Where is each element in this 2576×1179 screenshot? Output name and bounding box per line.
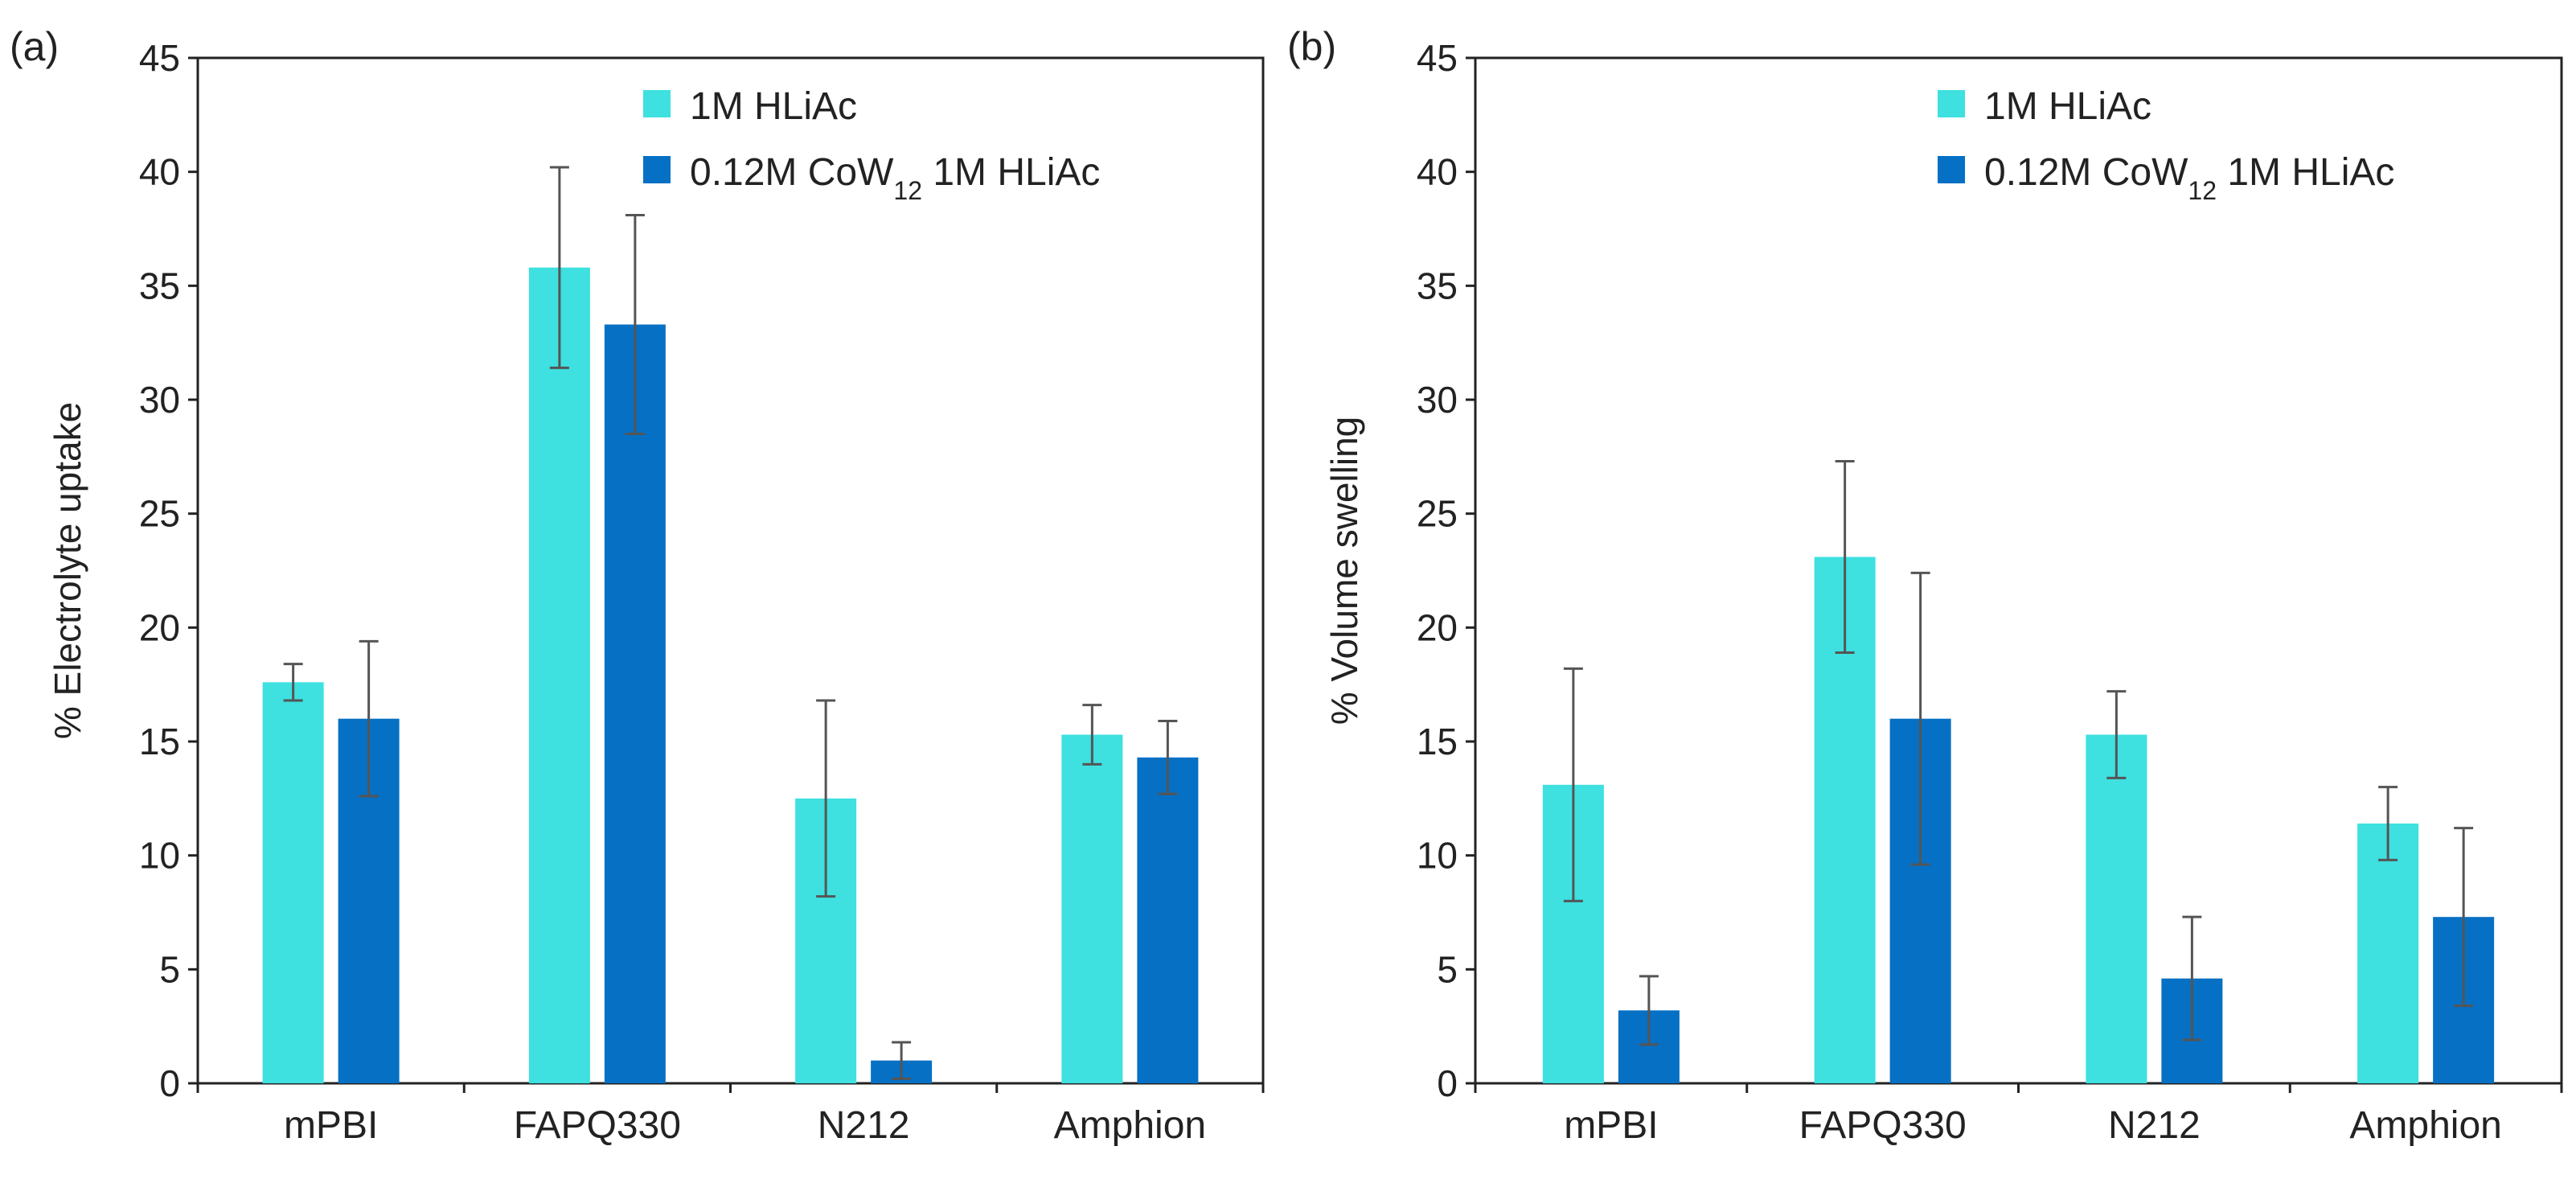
- legend-label-part: 0.12M CoW: [690, 151, 894, 194]
- legend-swatch: [1938, 90, 1965, 117]
- y-tick-label: 0: [1437, 1062, 1458, 1104]
- legend-swatch: [643, 156, 671, 183]
- y-tick-label: 15: [139, 721, 180, 762]
- legend-label: 0.12M CoW12 1M HLiAc: [1984, 151, 2394, 205]
- y-tick-label: 15: [1417, 721, 1458, 762]
- legend-label: 0.12M CoW12 1M HLiAc: [690, 151, 1100, 205]
- y-tick-label: 30: [1417, 379, 1458, 421]
- bar-hliac-amphion: [1061, 734, 1123, 1083]
- legend-swatch: [1938, 156, 1965, 183]
- bar-hliac-fapq330: [528, 267, 590, 1084]
- y-tick-label: 0: [159, 1062, 180, 1104]
- y-tick-label: 20: [1417, 606, 1458, 648]
- y-tick-label: 35: [139, 265, 180, 306]
- y-tick-label: 35: [1417, 265, 1458, 306]
- x-tick-label: mPBI: [284, 1104, 378, 1147]
- legend-label-part: 12: [893, 176, 922, 205]
- y-tick-label: 10: [1417, 835, 1458, 877]
- y-axis-label: % Volume swelling: [1323, 417, 1365, 725]
- bar-cow12-fapq330: [604, 324, 666, 1083]
- bar-cow12-amphion: [1137, 757, 1199, 1083]
- panel-label: (a): [10, 24, 59, 69]
- y-tick-label: 5: [159, 948, 180, 990]
- bar-hliac-mpbi: [262, 682, 324, 1083]
- y-tick-label: 30: [139, 379, 180, 421]
- y-tick-label: 45: [1417, 37, 1458, 79]
- legend-label-part: 1M HLiAc: [1984, 85, 2151, 128]
- bar-hliac-amphion: [2357, 824, 2419, 1083]
- y-tick-label: 10: [139, 835, 180, 877]
- x-tick-label: N212: [2108, 1104, 2201, 1147]
- x-tick-label: N212: [818, 1104, 910, 1147]
- x-tick-label: Amphion: [2349, 1104, 2501, 1147]
- legend-swatch: [643, 90, 671, 117]
- y-tick-label: 25: [139, 493, 180, 535]
- y-tick-label: 25: [1417, 493, 1458, 535]
- bar-hliac-n212: [2086, 734, 2147, 1083]
- legend-label-part: 1M HLiAc: [922, 151, 1100, 194]
- y-tick-label: 45: [139, 37, 180, 79]
- y-axis-label: % Electrolyte uptake: [47, 402, 88, 739]
- chart-panel-b: 0 5 10 15 20 25 30 35 40 45 mPBI FAPQ330 N212 Amphion…: [1287, 24, 2563, 1147]
- legend-label-part: 1M HLiAc: [2217, 151, 2394, 194]
- y-tick-label: 5: [1437, 948, 1458, 990]
- y-tick-label: 40: [1417, 151, 1458, 193]
- legend-label-part: 12: [2188, 176, 2217, 205]
- x-tick-label: FAPQ330: [1799, 1104, 1967, 1147]
- x-tick-label: Amphion: [1054, 1104, 1206, 1147]
- legend-label: 1M HLiAc: [690, 85, 857, 128]
- x-tick-label: mPBI: [1564, 1104, 1658, 1147]
- y-tick-label: 40: [139, 151, 180, 193]
- legend-label: 1M HLiAc: [1984, 85, 2151, 128]
- y-tick-label: 20: [139, 606, 180, 648]
- legend-label-part: 1M HLiAc: [690, 85, 857, 128]
- chart-panel-a: 0 5 10 15 20 25 30 35 40 45 mPBI FAPQ330 N212 Amphion…: [10, 24, 1265, 1147]
- x-tick-label: FAPQ330: [514, 1104, 681, 1147]
- legend-label-part: 0.12M CoW: [1984, 151, 2188, 194]
- panel-label: (b): [1287, 24, 1336, 69]
